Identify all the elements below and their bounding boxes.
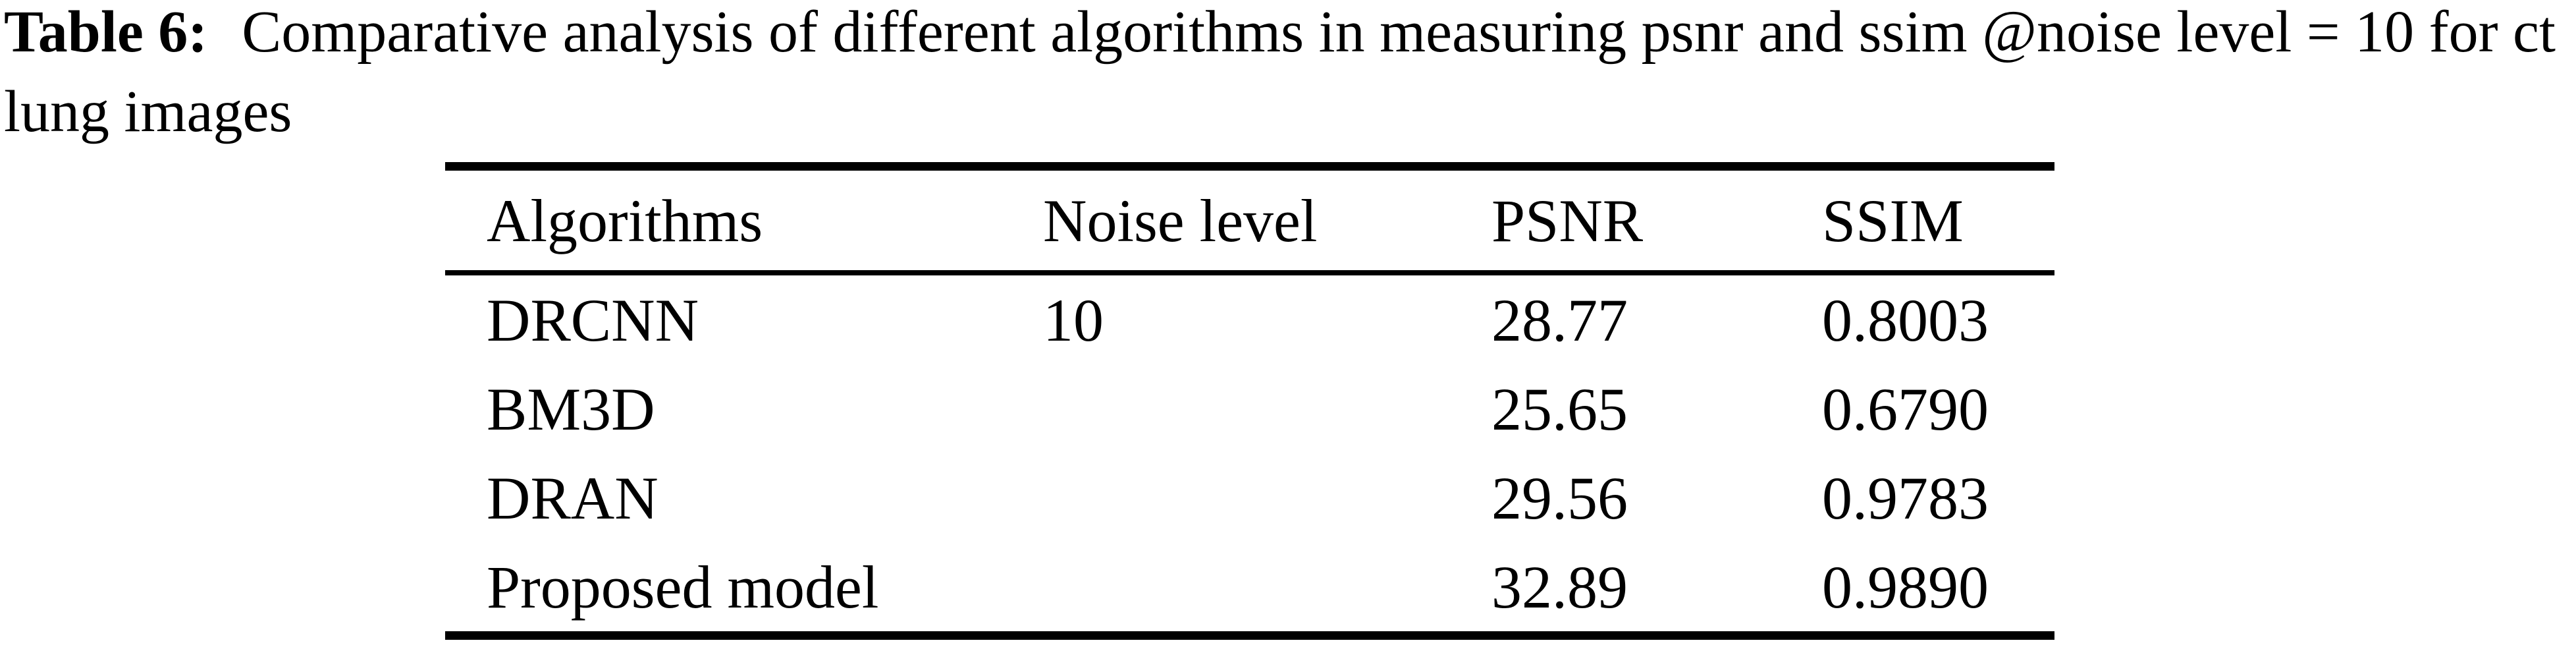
cell-algorithm: DRCNN (487, 286, 699, 354)
cell-psnr: 25.65 (1491, 375, 1628, 443)
column-header-algorithms: Algorithms (445, 166, 1002, 275)
table-row: DRCNN 10 28.77 0.8003 (445, 273, 2054, 364)
table-body: DRCNN 10 28.77 0.8003 BM3D 25.65 0.6790 … (445, 273, 2054, 636)
table-caption: Table 6: Comparative analysis of differen… (4, 0, 2576, 152)
column-header-noise-level: Noise level (1002, 166, 1450, 275)
caption-line-2: lung images (4, 79, 292, 144)
table-row: Proposed model 32.89 0.9890 (445, 542, 2054, 636)
caption-line-1: Table 6: Comparative analysis of differen… (4, 0, 2576, 72)
cell-algorithm: BM3D (487, 375, 655, 443)
table-header: Algorithms Noise level PSNR SSIM (445, 166, 2054, 275)
results-table: Algorithms Noise level PSNR SSIM DRCNN 1… (445, 162, 2054, 640)
column-header-psnr: PSNR (1450, 166, 1781, 275)
cell-ssim: 0.6790 (1822, 375, 1989, 443)
cell-psnr: 32.89 (1491, 553, 1628, 621)
cell-noise-level (1002, 364, 1450, 453)
header-row: Algorithms Noise level PSNR SSIM (445, 166, 2054, 275)
caption-text-line1: Comparative analysis of different algori… (242, 0, 2556, 65)
cell-ssim: 0.9890 (1822, 553, 1989, 621)
cell-algorithm: DRAN (487, 464, 658, 532)
cell-noise-level (1002, 542, 1450, 636)
caption-label: Table 6: (4, 0, 208, 65)
cell-ssim: 0.8003 (1822, 286, 1989, 354)
table-row: DRAN 29.56 0.9783 (445, 453, 2054, 542)
cell-algorithm: Proposed model (487, 553, 879, 621)
cell-ssim: 0.9783 (1822, 464, 1989, 532)
cell-psnr: 29.56 (1491, 464, 1628, 532)
table-row: BM3D 25.65 0.6790 (445, 364, 2054, 453)
column-header-ssim: SSIM (1781, 166, 2054, 275)
cell-noise-level: 10 (1043, 286, 1104, 354)
cell-noise-level (1002, 453, 1450, 542)
cell-psnr: 28.77 (1491, 286, 1628, 354)
